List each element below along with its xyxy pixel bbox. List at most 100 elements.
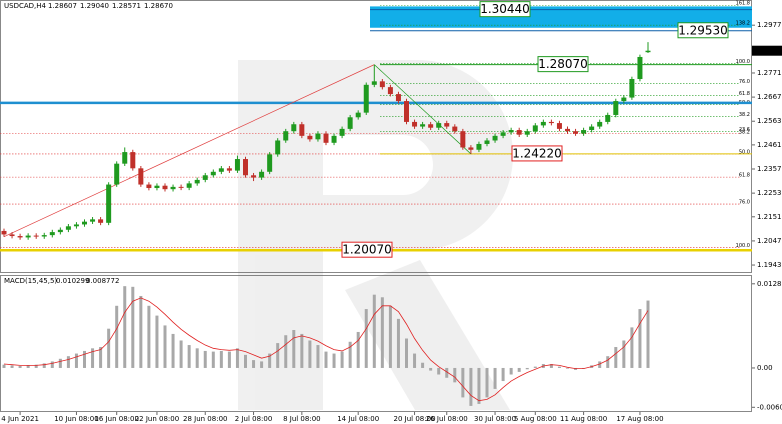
candle-body [363,84,369,113]
macd-bar [195,348,199,368]
candle-body [339,128,345,136]
level-label-box [479,1,531,18]
candle-body [468,147,474,150]
level-label: 1.28070 [538,57,588,71]
macd-bar [50,361,54,368]
level-label: 1.20070 [342,243,392,257]
candle-body [492,135,498,141]
macd-bar [372,294,376,368]
macd-bar [252,360,256,368]
level-label-box [341,241,393,258]
macd-bar [549,364,553,368]
macd-bar [268,353,272,368]
candle-body [49,232,55,236]
y-tick-label: 1.19430 [757,261,782,269]
x-tick-label: 14 Jul 08:00 [337,415,379,423]
watermark [238,60,513,410]
candle-body [379,81,385,88]
candle-body [114,163,120,185]
macd-bar [606,356,610,368]
level-label: 1.30440 [480,2,530,16]
macd-bar [107,328,111,368]
x-tick-label: 22 Jun 08:00 [135,415,179,423]
trend-line [374,64,472,155]
candle-body [629,79,635,98]
fib-label: 100.0 [736,59,750,65]
y-tick-label: 0.01286 [757,280,782,288]
macd-bar [405,338,408,368]
y-tick-label: 1.21510 [757,213,782,221]
candle-body [412,121,418,127]
candle-body [194,179,200,184]
macd-bar [26,365,30,368]
level-label: 1.29530 [678,23,728,37]
y-tick-label: 1.26670 [757,93,782,101]
macd-bar [147,305,151,368]
macd-bar [445,367,449,378]
macd-bar [557,366,561,368]
macd-bar [34,364,38,368]
candle-body [387,87,393,95]
target-zone [370,6,752,28]
candle-body [154,185,160,189]
macd-bar [115,305,119,368]
x-tick-label: 28 Jun 08:00 [183,415,227,423]
macd-bar [260,361,264,368]
macd-bar [332,353,336,368]
candle-body [41,235,47,237]
level-label-box [677,22,729,39]
candle-body [613,101,619,115]
macd-bar [219,350,223,368]
candle-body [347,117,353,129]
macd-bar [292,330,296,368]
candle-body [162,185,168,190]
candle-body [65,226,71,230]
x-tick-label: 16 Jun 08:00 [94,415,138,423]
candle-body [500,132,506,136]
macd-bar [469,367,473,406]
level-label-box [537,56,589,73]
y-tick-label: 1.22530 [757,189,782,197]
candle-body [33,235,39,237]
macd-bar [91,348,95,368]
ohlc-close: 1.28670 [144,2,173,10]
macd-bar [461,367,465,398]
macd-bar [324,351,328,368]
macd-bar [83,350,86,368]
macd-bar [638,309,642,368]
x-tick-label: 11 Aug 08:00 [560,415,607,423]
candle-body [9,234,15,237]
price-layer: 161.8138.2100.076.061.850.038.223.638.25… [0,1,752,258]
signal-line [3,297,649,402]
candle-body [234,159,240,171]
level-label-box [511,145,563,162]
macd-bar [429,367,433,371]
candle-body [259,171,265,178]
ohlc-high: 1.29040 [80,2,109,10]
macd-bar [348,341,352,368]
macd-bar [211,351,215,368]
y-tick-label: 1.27710 [757,69,782,77]
candle-body [251,175,257,178]
candle-body [621,97,627,102]
y-tick-label: 1.23570 [757,165,782,173]
macd-bar [316,345,320,368]
candle-body [436,123,442,128]
x-tick-label: 5 Aug 08:00 [514,415,557,423]
macd-bar [139,295,143,368]
candle-body [645,50,651,53]
candle-body [82,221,87,225]
candle-body [315,133,321,140]
candle-body [532,125,538,132]
macd-bar [74,353,78,368]
macd-bar [300,333,304,368]
candle-body [428,124,434,128]
level-label: 1.24220 [512,146,562,160]
macd-bar [10,365,14,368]
macd-bar [614,347,618,368]
y-tick-label: 1.25630 [757,117,782,125]
candle-body [556,123,562,129]
candle-body [275,140,281,155]
macd-bar [203,350,207,368]
